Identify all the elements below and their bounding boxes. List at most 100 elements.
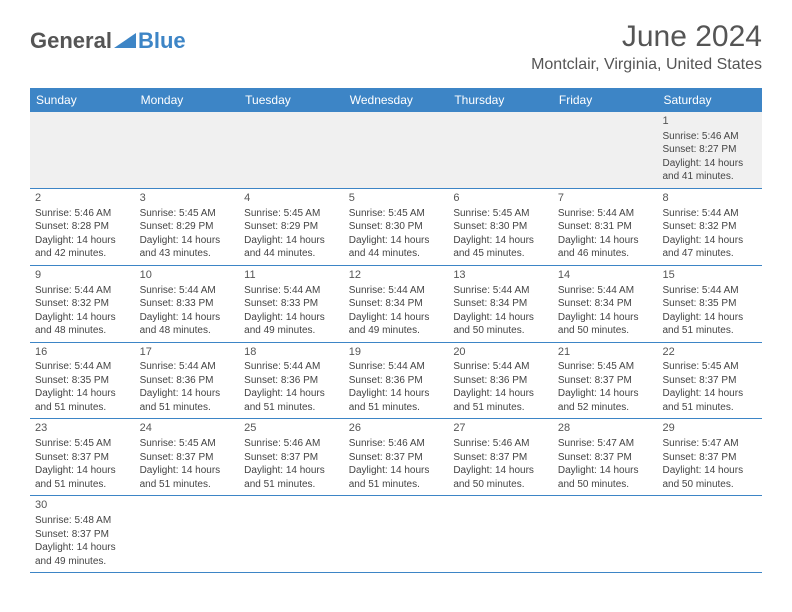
sunrise-line: Sunrise: 5:45 AM bbox=[349, 207, 444, 221]
day-cell-empty bbox=[239, 112, 344, 188]
daylight-line: Daylight: 14 hours and 45 minutes. bbox=[453, 234, 548, 261]
sunset-line: Sunset: 8:29 PM bbox=[140, 220, 235, 234]
daylight-line: Daylight: 14 hours and 51 minutes. bbox=[349, 387, 444, 414]
sunrise-line: Sunrise: 5:44 AM bbox=[140, 360, 235, 374]
day-cell: 13Sunrise: 5:44 AMSunset: 8:34 PMDayligh… bbox=[448, 266, 553, 342]
day-number: 30 bbox=[35, 498, 130, 513]
logo-text-general: General bbox=[30, 28, 112, 54]
day-cell-empty bbox=[657, 496, 762, 572]
day-cell: 30Sunrise: 5:48 AMSunset: 8:37 PMDayligh… bbox=[30, 496, 135, 572]
day-number: 5 bbox=[349, 191, 444, 206]
sunset-line: Sunset: 8:37 PM bbox=[35, 451, 130, 465]
day-cell-empty bbox=[239, 496, 344, 572]
day-number: 24 bbox=[140, 421, 235, 436]
day-number: 21 bbox=[558, 345, 653, 360]
day-number: 6 bbox=[453, 191, 548, 206]
weekday-header: Wednesday bbox=[344, 88, 449, 112]
day-cell: 25Sunrise: 5:46 AMSunset: 8:37 PMDayligh… bbox=[239, 419, 344, 495]
sunrise-line: Sunrise: 5:46 AM bbox=[244, 437, 339, 451]
day-cell: 21Sunrise: 5:45 AMSunset: 8:37 PMDayligh… bbox=[553, 343, 658, 419]
daylight-line: Daylight: 14 hours and 51 minutes. bbox=[244, 464, 339, 491]
weeks-container: 1Sunrise: 5:46 AMSunset: 8:27 PMDaylight… bbox=[30, 112, 762, 573]
day-cell: 5Sunrise: 5:45 AMSunset: 8:30 PMDaylight… bbox=[344, 189, 449, 265]
day-number: 18 bbox=[244, 345, 339, 360]
daylight-line: Daylight: 14 hours and 46 minutes. bbox=[558, 234, 653, 261]
sunset-line: Sunset: 8:28 PM bbox=[35, 220, 130, 234]
day-number: 13 bbox=[453, 268, 548, 283]
daylight-line: Daylight: 14 hours and 50 minutes. bbox=[453, 464, 548, 491]
day-number: 8 bbox=[662, 191, 757, 206]
daylight-line: Daylight: 14 hours and 50 minutes. bbox=[558, 464, 653, 491]
daylight-line: Daylight: 14 hours and 50 minutes. bbox=[453, 311, 548, 338]
calendar-grid: Sunday Monday Tuesday Wednesday Thursday… bbox=[30, 88, 762, 573]
day-cell: 12Sunrise: 5:44 AMSunset: 8:34 PMDayligh… bbox=[344, 266, 449, 342]
weekday-header: Monday bbox=[135, 88, 240, 112]
day-number: 14 bbox=[558, 268, 653, 283]
day-cell-empty bbox=[344, 112, 449, 188]
sunrise-line: Sunrise: 5:44 AM bbox=[140, 284, 235, 298]
daylight-line: Daylight: 14 hours and 51 minutes. bbox=[662, 387, 757, 414]
day-cell: 16Sunrise: 5:44 AMSunset: 8:35 PMDayligh… bbox=[30, 343, 135, 419]
day-cell: 28Sunrise: 5:47 AMSunset: 8:37 PMDayligh… bbox=[553, 419, 658, 495]
week-row: 16 Sunrise: 5:44 AM Sunset: 8:35 PM Dayligh… bbox=[30, 343, 762, 420]
day-number: 10 bbox=[140, 268, 235, 283]
day-cell: 23Sunrise: 5:45 AMSunset: 8:37 PMDayligh… bbox=[30, 419, 135, 495]
sunrise-line: Sunrise: 5:46 AM bbox=[349, 437, 444, 451]
day-number: 16 bbox=[35, 345, 130, 360]
daylight-line: Daylight: 14 hours and 44 minutes. bbox=[244, 234, 339, 261]
daylight-line: Daylight: 14 hours and 51 minutes. bbox=[140, 464, 235, 491]
day-cell: 15Sunrise: 5:44 AMSunset: 8:35 PMDayligh… bbox=[657, 266, 762, 342]
day-cell: 29Sunrise: 5:47 AMSunset: 8:37 PMDayligh… bbox=[657, 419, 762, 495]
sunset-line: Sunset: 8:37 PM bbox=[662, 451, 757, 465]
day-cell: 1Sunrise: 5:46 AMSunset: 8:27 PMDaylight… bbox=[657, 112, 762, 188]
day-cell: 22Sunrise: 5:45 AMSunset: 8:37 PMDayligh… bbox=[657, 343, 762, 419]
sunset-line: Sunset: 8:36 PM bbox=[349, 374, 444, 388]
day-cell: 27Sunrise: 5:46 AMSunset: 8:37 PMDayligh… bbox=[448, 419, 553, 495]
sunrise-line: Sunrise: 5:44 AM bbox=[35, 284, 130, 298]
day-cell-empty bbox=[553, 496, 658, 572]
calendar-page: General Blue June 2024 Montclair, Virgin… bbox=[0, 0, 792, 593]
daylight-line: Daylight: 14 hours and 47 minutes. bbox=[662, 234, 757, 261]
day-number: 27 bbox=[453, 421, 548, 436]
sunset-line: Sunset: 8:35 PM bbox=[35, 374, 130, 388]
day-number: 17 bbox=[140, 345, 235, 360]
weekday-header: Sunday bbox=[30, 88, 135, 112]
month-title: June 2024 bbox=[531, 20, 762, 54]
sunset-line: Sunset: 8:32 PM bbox=[35, 297, 130, 311]
day-cell-empty bbox=[135, 496, 240, 572]
sunrise-line: Sunrise: 5:44 AM bbox=[558, 207, 653, 221]
day-cell: 19Sunrise: 5:44 AMSunset: 8:36 PMDayligh… bbox=[344, 343, 449, 419]
sunset-line: Sunset: 8:36 PM bbox=[453, 374, 548, 388]
sunrise-line: Sunrise: 5:45 AM bbox=[244, 207, 339, 221]
day-number: 1 bbox=[662, 114, 757, 129]
day-cell: 8Sunrise: 5:44 AMSunset: 8:32 PMDaylight… bbox=[657, 189, 762, 265]
day-number: 25 bbox=[244, 421, 339, 436]
sunrise-line: Sunrise: 5:44 AM bbox=[453, 360, 548, 374]
week-row: 23Sunrise: 5:45 AMSunset: 8:37 PMDayligh… bbox=[30, 419, 762, 496]
daylight-line: Daylight: 14 hours and 51 minutes. bbox=[244, 387, 339, 414]
sunset-line: Sunset: 8:30 PM bbox=[349, 220, 444, 234]
sunrise-line: Sunrise: 5:45 AM bbox=[140, 437, 235, 451]
sunrise-line: Sunrise: 5:44 AM bbox=[244, 284, 339, 298]
sunset-line: Sunset: 8:33 PM bbox=[244, 297, 339, 311]
day-number: 26 bbox=[349, 421, 444, 436]
daylight-line: Daylight: 14 hours and 49 minutes. bbox=[244, 311, 339, 338]
sunrise-line: Sunrise: 5:44 AM bbox=[662, 207, 757, 221]
day-cell: 26Sunrise: 5:46 AMSunset: 8:37 PMDayligh… bbox=[344, 419, 449, 495]
sunrise-line: Sunrise: 5:45 AM bbox=[558, 360, 653, 374]
daylight-line: Daylight: 14 hours and 49 minutes. bbox=[349, 311, 444, 338]
sunset-line: Sunset: 8:37 PM bbox=[244, 451, 339, 465]
daylight-line: Daylight: 14 hours and 49 minutes. bbox=[35, 541, 130, 568]
day-number: 3 bbox=[140, 191, 235, 206]
sunset-line: Sunset: 8:29 PM bbox=[244, 220, 339, 234]
weekday-header: Tuesday bbox=[239, 88, 344, 112]
sunset-line: Sunset: 8:37 PM bbox=[140, 451, 235, 465]
logo-text-blue: Blue bbox=[138, 28, 186, 54]
day-cell-empty bbox=[448, 496, 553, 572]
sunset-line: Sunset: 8:36 PM bbox=[140, 374, 235, 388]
sunrise-line: Sunrise: 5:46 AM bbox=[662, 130, 757, 144]
sunset-line: Sunset: 8:34 PM bbox=[453, 297, 548, 311]
sunrise-line: Sunrise: 5:44 AM bbox=[662, 284, 757, 298]
weekday-header: Saturday bbox=[657, 88, 762, 112]
sunset-line: Sunset: 8:37 PM bbox=[558, 451, 653, 465]
